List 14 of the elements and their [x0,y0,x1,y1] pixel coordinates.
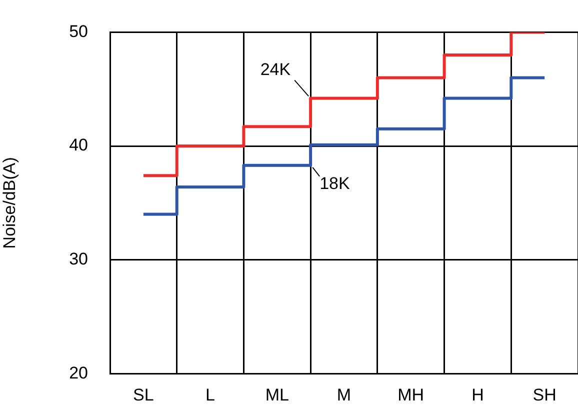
y-tick-label: 50 [69,22,88,41]
x-tick-label: L [206,385,216,404]
y-tick-label: 40 [69,136,88,155]
y-tick-label: 30 [69,249,88,268]
x-tick-label: SH [532,385,556,404]
series-label: 24K [260,60,292,79]
y-axis-title: Noise/dB(A) [0,157,19,249]
series-label: 18K [320,174,350,194]
y-tick-label: 20 [69,363,88,382]
x-tick-label: MH [398,385,424,404]
x-tick-label: M [336,385,352,404]
x-tick-label: ML [265,385,289,404]
x-tick-label: SL [133,385,154,404]
x-tick-label: H [472,385,484,404]
